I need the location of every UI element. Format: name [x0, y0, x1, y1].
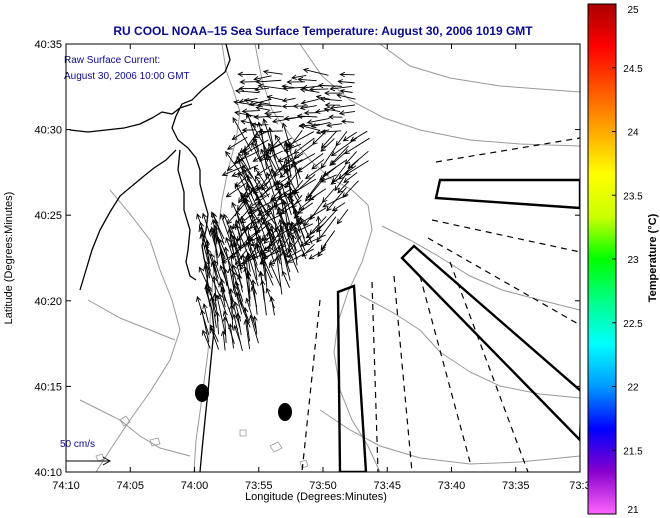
map-content — [69, 44, 580, 472]
colorbar-label: Temperature (°C) — [647, 213, 659, 302]
current-vectors — [196, 67, 370, 352]
y-tick-label: 40:15 — [34, 381, 62, 393]
x-tick-label: 73:3 — [569, 480, 590, 492]
y-tick-label: 40:20 — [34, 296, 62, 308]
current-caption-line1: Raw Surface Current: — [64, 55, 160, 66]
colorbar — [587, 3, 617, 515]
x-tick-label: 73:45 — [373, 480, 401, 492]
dashed-radials — [301, 137, 580, 472]
plot-frame — [65, 43, 581, 473]
map-title: RU COOL NOAA–15 Sea Surface Temperature:… — [113, 24, 533, 38]
nearshore-contours — [95, 415, 309, 469]
x-axis: 74:10 74:05 74:00 73:55 73:50 73:45 73:40 73:35… — [52, 44, 591, 492]
x-tick-label: 73:40 — [438, 480, 466, 492]
colorbar-tick-label: 24 — [627, 128, 639, 139]
x-tick-label: 73:55 — [245, 480, 273, 492]
colorbar-tick-label: 23.5 — [623, 191, 643, 202]
y-axis: 40:35 40:30 40:25 40:20 40:15 40:10 — [34, 39, 580, 479]
y-axis-label: Latitude (Degrees:Minutes) — [3, 192, 15, 325]
colorbar-tick-label: 22 — [627, 383, 639, 394]
scale-arrow: 50 cm/s — [60, 439, 112, 466]
station-marker — [278, 403, 292, 421]
current-caption-line2: August 30, 2006 10:00 GMT — [64, 71, 190, 82]
station-marker — [195, 384, 209, 402]
x-axis-label: Longitude (Degrees:Minutes) — [245, 491, 387, 503]
y-tick-label: 40:35 — [34, 39, 62, 51]
x-tick-label: 74:10 — [52, 480, 80, 492]
y-tick-label: 40:25 — [34, 210, 62, 222]
colorbar-tick-label: 23 — [627, 255, 639, 266]
x-tick-label: 73:50 — [309, 480, 337, 492]
colorbar-tick-label: 21.5 — [623, 446, 643, 457]
colorbar-ticks: 25 24.5 24 23.5 23 22.5 22 21.5 21 — [612, 3, 643, 516]
colorbar-tick-label: 24.5 — [623, 64, 643, 75]
y-tick-label: 40:10 — [34, 467, 62, 479]
colorbar-tick-label: 22.5 — [623, 319, 643, 330]
colorbar-tick-label: 25 — [627, 5, 639, 16]
coastline — [69, 44, 231, 472]
x-tick-label: 74:05 — [116, 480, 144, 492]
y-tick-label: 40:30 — [34, 125, 62, 137]
scale-label: 50 cm/s — [60, 439, 95, 450]
x-tick-label: 73:35 — [502, 480, 530, 492]
colorbar-tick-label: 21 — [627, 505, 639, 516]
x-tick-label: 74:00 — [181, 480, 209, 492]
survey-boxes — [336, 178, 580, 472]
